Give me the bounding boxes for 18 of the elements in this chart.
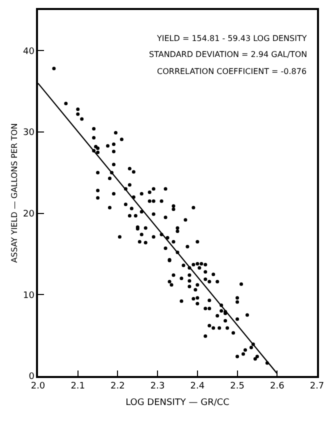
y-tick-label: 40	[22, 46, 35, 57]
y-tick-label: 0	[28, 372, 35, 382]
annotation: CORRELATION COEFFICIENT = -0.876	[157, 67, 307, 76]
x-tick-label: 2.5	[230, 382, 244, 392]
x-axis-title: LOG DENSITY — GR/CC	[126, 398, 230, 408]
x-tick-label: 2.1	[70, 382, 86, 392]
annotation: YIELD = 154.81 - 59.43 LOG DENSITY	[156, 34, 307, 43]
y-tick-label: 30	[22, 128, 35, 138]
x-tick-label: 2.7	[310, 382, 324, 392]
y-tick-label: 10	[22, 290, 35, 301]
x-tick-label: 2.0	[30, 382, 46, 392]
x-tick-label: 2.4	[190, 382, 205, 392]
x-tick-label: 2.2	[110, 382, 125, 392]
annotation: STANDARD DEVIATION = 2.94 GAL/TON	[149, 50, 308, 59]
x-tick-label: 2.3	[150, 382, 165, 392]
y-axis-title: ASSAY YIELD — GALLONS PER TON	[10, 123, 20, 263]
x-tick-label: 2.6	[270, 382, 285, 392]
y-tick-label: 20	[22, 209, 35, 220]
